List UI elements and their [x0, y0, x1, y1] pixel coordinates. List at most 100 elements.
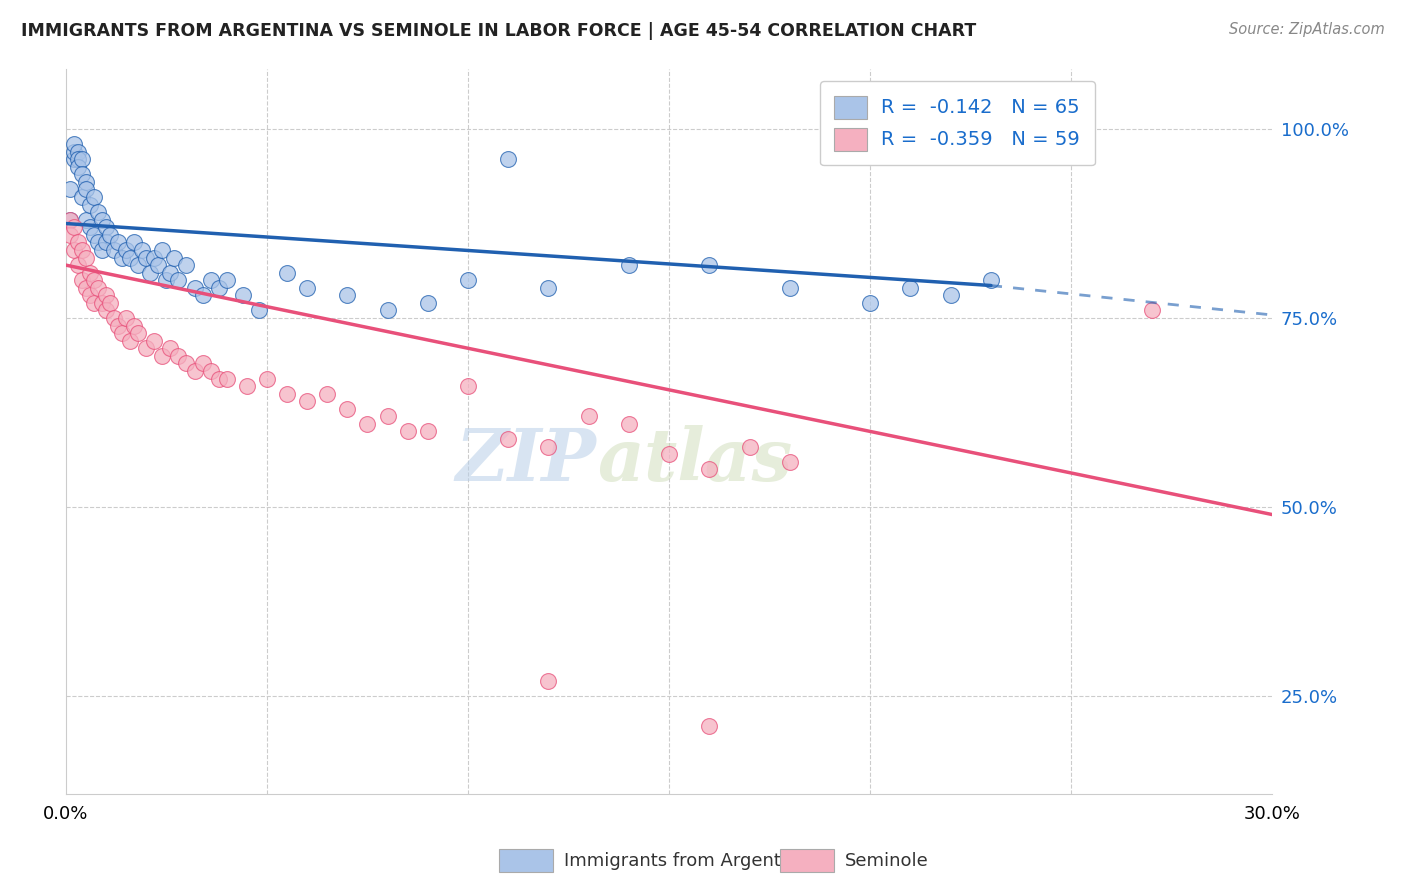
Point — [75, 182, 97, 196]
Point — [150, 243, 173, 257]
Point — [66, 160, 89, 174]
Point — [148, 258, 170, 272]
Legend: R =  -0.142   N = 65, R =  -0.359   N = 59: R = -0.142 N = 65, R = -0.359 N = 59 — [820, 81, 1094, 166]
Point — [111, 251, 134, 265]
Point — [276, 386, 298, 401]
Point — [111, 326, 134, 340]
Point — [75, 251, 97, 265]
Point — [232, 288, 254, 302]
Point — [859, 296, 882, 310]
Point — [87, 281, 110, 295]
Point — [176, 258, 198, 272]
Point — [295, 394, 318, 409]
Point — [70, 153, 93, 167]
Point — [167, 273, 190, 287]
Point — [135, 341, 157, 355]
Point — [120, 251, 142, 265]
Point — [738, 440, 761, 454]
Point — [191, 356, 214, 370]
Point — [537, 673, 560, 688]
Point — [457, 273, 479, 287]
Point — [94, 235, 117, 250]
Point — [658, 447, 681, 461]
Point — [183, 281, 205, 295]
Point — [183, 364, 205, 378]
Point — [66, 153, 89, 167]
Text: ZIP: ZIP — [456, 425, 596, 496]
Point — [107, 235, 129, 250]
Point — [200, 364, 222, 378]
Point — [75, 212, 97, 227]
Point — [122, 318, 145, 333]
Point — [59, 212, 82, 227]
Point — [295, 281, 318, 295]
Point — [208, 281, 231, 295]
Point — [336, 288, 359, 302]
Point — [617, 417, 640, 431]
Point — [98, 296, 121, 310]
Point — [127, 258, 149, 272]
Point — [779, 455, 801, 469]
Point — [939, 288, 962, 302]
Point — [79, 288, 101, 302]
Point — [191, 288, 214, 302]
Text: Source: ZipAtlas.com: Source: ZipAtlas.com — [1229, 22, 1385, 37]
Point — [66, 258, 89, 272]
Point — [143, 251, 166, 265]
Point — [107, 318, 129, 333]
Point — [66, 235, 89, 250]
Point — [143, 334, 166, 348]
Point — [155, 273, 177, 287]
Point — [120, 334, 142, 348]
Point — [496, 153, 519, 167]
Point — [1140, 303, 1163, 318]
Point — [94, 220, 117, 235]
Text: atlas: atlas — [596, 425, 792, 496]
Point — [63, 137, 86, 152]
Point — [276, 266, 298, 280]
Point — [79, 266, 101, 280]
Point — [578, 409, 600, 424]
Point — [87, 205, 110, 219]
Point — [167, 349, 190, 363]
Point — [103, 311, 125, 326]
Point — [63, 220, 86, 235]
Text: IMMIGRANTS FROM ARGENTINA VS SEMINOLE IN LABOR FORCE | AGE 45-54 CORRELATION CHA: IMMIGRANTS FROM ARGENTINA VS SEMINOLE IN… — [21, 22, 976, 40]
Point — [617, 258, 640, 272]
Point — [83, 273, 105, 287]
Point — [236, 379, 259, 393]
Point — [159, 266, 181, 280]
Point — [63, 153, 86, 167]
Point — [91, 212, 114, 227]
Point — [215, 273, 238, 287]
Point — [115, 243, 138, 257]
Point — [87, 235, 110, 250]
Point — [83, 227, 105, 242]
Point — [176, 356, 198, 370]
Point — [779, 281, 801, 295]
Point — [537, 440, 560, 454]
Point — [66, 145, 89, 159]
Point — [83, 296, 105, 310]
Point — [70, 167, 93, 181]
Point — [98, 227, 121, 242]
Point — [70, 190, 93, 204]
Point — [496, 432, 519, 446]
Point — [131, 243, 153, 257]
Point — [63, 145, 86, 159]
Point — [94, 288, 117, 302]
Point — [200, 273, 222, 287]
Point — [94, 303, 117, 318]
Text: Seminole: Seminole — [845, 852, 929, 870]
Point — [75, 281, 97, 295]
Point — [63, 243, 86, 257]
Point — [215, 371, 238, 385]
Point — [139, 266, 162, 280]
Point — [416, 425, 439, 439]
Point — [396, 425, 419, 439]
Point — [256, 371, 278, 385]
Point — [377, 303, 399, 318]
Point — [377, 409, 399, 424]
Point — [699, 719, 721, 733]
Point — [91, 296, 114, 310]
